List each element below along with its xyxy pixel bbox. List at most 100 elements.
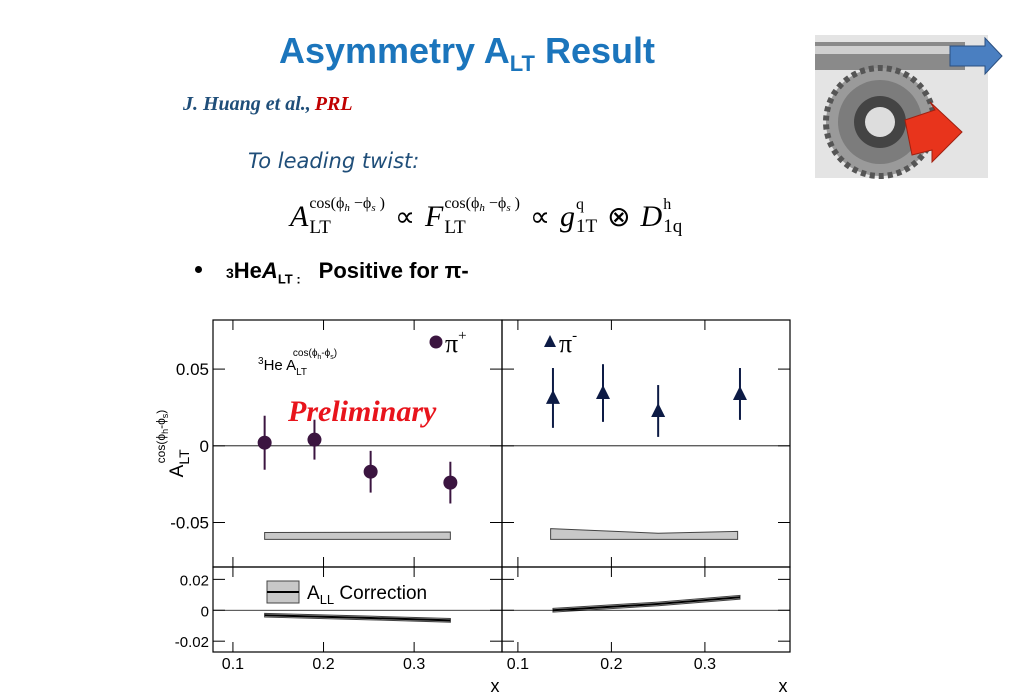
- data-point: [545, 389, 560, 404]
- y-label-sub: LT: [176, 449, 192, 465]
- panel-frame: [501, 566, 791, 653]
- superscript-part: cos(ϕ: [444, 195, 480, 212]
- superscript-part: cos(ϕ: [154, 434, 168, 464]
- operator: ∝: [529, 201, 550, 233]
- panel-frame: [212, 319, 503, 568]
- superscript: cos(ϕh −ϕs ): [309, 196, 385, 214]
- systematic-band: [264, 531, 451, 540]
- data-point: [651, 402, 666, 417]
- term-base: D: [640, 199, 663, 233]
- panel: 0.1 0.2 0.3 x: [501, 566, 791, 696]
- scripts: q 1T: [576, 197, 597, 237]
- y-axis-label-text: ALT cos(ϕh-ϕs): [154, 410, 192, 478]
- panel-frame: [212, 566, 503, 653]
- scripts: cos(ϕh −ϕs ) LT: [309, 196, 385, 238]
- correction-line: [552, 596, 741, 612]
- superscript-part: h: [663, 196, 672, 213]
- x-tick-label: 0.1: [222, 656, 244, 673]
- legend-name: A: [307, 583, 320, 604]
- annotation-sup-prefix: 3: [258, 356, 264, 367]
- x-tick-label: 0.3: [694, 656, 716, 673]
- y-tick-label: 0: [201, 603, 209, 620]
- superscript-part: h: [317, 354, 321, 361]
- title-rest: Result: [534, 30, 656, 71]
- superscript-part: ): [334, 348, 337, 359]
- superscript: h: [663, 197, 682, 213]
- y-label-base: A: [167, 464, 188, 477]
- panel-frame: [501, 319, 791, 568]
- data-point: [257, 435, 272, 450]
- superscript-part: q: [575, 196, 584, 213]
- subscript: LT: [444, 217, 466, 238]
- panel: -0.02 0 0.02 0.1 0.2 0.3 x ALL Correction: [175, 566, 503, 696]
- superscript-part: -ϕ: [321, 348, 330, 359]
- legend-name: π: [559, 329, 572, 358]
- superscript-part: ): [375, 195, 385, 212]
- data-point: [732, 385, 747, 400]
- y-tick-label: 0: [200, 437, 209, 456]
- authors: J. Huang et al.,: [183, 93, 311, 115]
- operator: ⊗: [607, 201, 631, 233]
- gear-picture: [815, 35, 1003, 179]
- superscript-part: cos(ϕ: [293, 348, 318, 359]
- y-axis-label: ALT cos(ϕh-ϕs): [154, 410, 192, 478]
- scripts: h 1q: [663, 197, 682, 237]
- data-point: [363, 464, 378, 479]
- superscript-part: h: [344, 202, 350, 214]
- term-base: F: [424, 199, 444, 233]
- title-subscript: LT: [509, 51, 535, 76]
- citation: J. Huang et al., PRL: [183, 93, 353, 116]
- superscript-part: ): [154, 410, 168, 414]
- x-tick-label: 0.2: [312, 656, 334, 673]
- data-point: [595, 385, 610, 400]
- worm-highlight: [815, 46, 965, 54]
- superscript-part: h: [479, 202, 485, 214]
- legend-rest: Correction: [334, 583, 427, 604]
- x-tick-label: 0.2: [600, 656, 622, 673]
- note: To leading twist:: [248, 149, 420, 173]
- superscript-part: −ϕ: [349, 195, 372, 212]
- x-axis-label: x: [491, 676, 500, 696]
- superscript-part: −ϕ: [484, 195, 507, 212]
- annotation-sub: LT: [296, 367, 307, 378]
- bullet: 3 He ALT : Positive for π-: [195, 258, 469, 286]
- legend-label: π+: [445, 328, 467, 358]
- journal: PRL: [314, 93, 353, 115]
- gear-bore: [865, 107, 895, 137]
- superscript-part: -ϕ: [154, 418, 168, 429]
- slide-title: Asymmetry ALT Result: [0, 30, 934, 77]
- symbol-base: A: [261, 258, 278, 283]
- data-point: [443, 475, 458, 490]
- bullet-text: Positive for π-: [318, 258, 469, 283]
- bullet-dot: [195, 266, 202, 273]
- annotation: Preliminary: [287, 395, 437, 428]
- superscript-part: cos(ϕ: [309, 195, 345, 212]
- superscript-part: s: [160, 413, 170, 418]
- superscript-part: s: [330, 354, 334, 361]
- title-text: Asymmetry A: [278, 30, 510, 71]
- scripts: cos(ϕh −ϕs ) LT: [444, 195, 520, 238]
- symbol-sub: LT :: [277, 271, 301, 287]
- y-tick-label: -0.05: [170, 514, 209, 533]
- x-tick-label: 0.3: [403, 656, 425, 673]
- operator: ∝: [394, 201, 415, 233]
- y-tick-label: 0.05: [176, 360, 209, 379]
- legend-sup: -: [572, 328, 577, 344]
- systematic-band: [550, 528, 739, 540]
- legend-marker: [544, 335, 556, 347]
- mass-number: 3: [226, 265, 234, 281]
- panel: π-: [501, 319, 791, 568]
- superscript: q: [576, 197, 597, 213]
- superscript-part: s: [506, 202, 511, 214]
- superscript-part: s: [371, 202, 376, 214]
- x-tick-label: 0.1: [507, 656, 529, 673]
- nucleus: He: [233, 258, 262, 283]
- symbol: ALT :: [262, 258, 301, 286]
- term: g q 1T: [560, 197, 597, 237]
- y-tick-label: -0.02: [175, 634, 209, 651]
